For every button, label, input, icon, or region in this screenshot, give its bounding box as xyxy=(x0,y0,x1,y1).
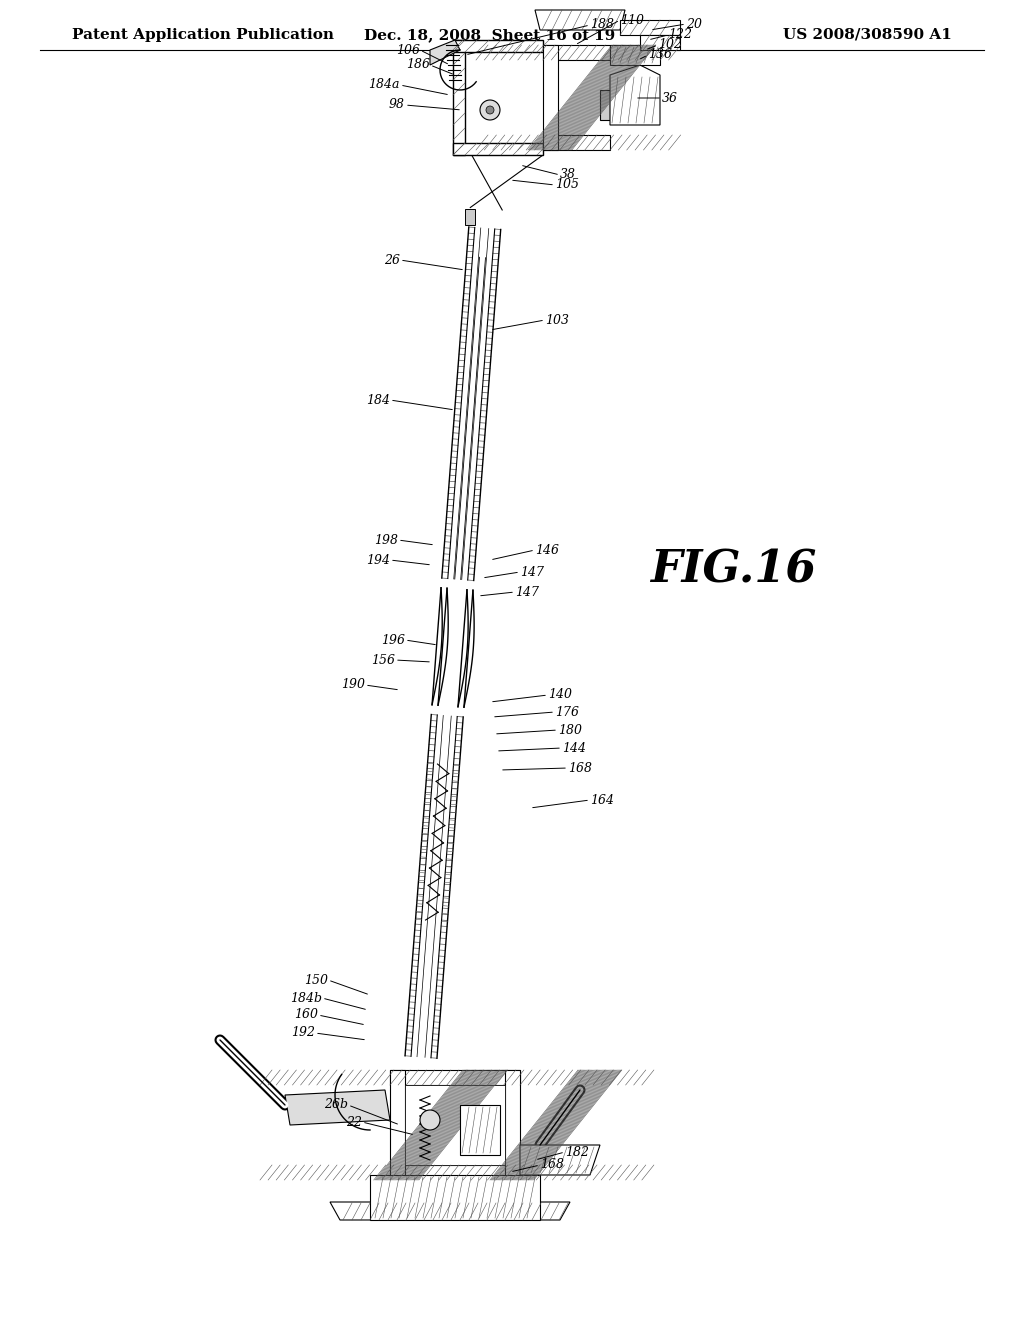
Polygon shape xyxy=(640,36,680,50)
Text: 122: 122 xyxy=(668,29,692,41)
Text: 144: 144 xyxy=(562,742,586,755)
Text: 190: 190 xyxy=(341,678,365,692)
Circle shape xyxy=(480,100,500,120)
Circle shape xyxy=(420,1110,440,1130)
Text: Dec. 18, 2008  Sheet 16 of 19: Dec. 18, 2008 Sheet 16 of 19 xyxy=(365,28,615,42)
Polygon shape xyxy=(543,45,558,150)
Text: 184b: 184b xyxy=(290,991,322,1005)
Polygon shape xyxy=(465,210,474,226)
Text: FIG.16: FIG.16 xyxy=(650,549,816,591)
Text: 180: 180 xyxy=(558,723,582,737)
Text: 102: 102 xyxy=(658,38,682,51)
Text: 168: 168 xyxy=(568,762,592,775)
Text: 147: 147 xyxy=(520,565,544,578)
Text: 192: 192 xyxy=(291,1027,315,1040)
Text: 176: 176 xyxy=(555,705,579,718)
Text: 103: 103 xyxy=(545,314,569,326)
Text: 194: 194 xyxy=(366,553,390,566)
Text: 140: 140 xyxy=(548,689,572,701)
Text: 196: 196 xyxy=(381,634,406,647)
Polygon shape xyxy=(520,1144,600,1175)
Text: 146: 146 xyxy=(535,544,559,557)
Text: 188: 188 xyxy=(590,18,614,32)
Polygon shape xyxy=(390,1166,520,1180)
Polygon shape xyxy=(411,715,458,1057)
Polygon shape xyxy=(447,227,495,579)
Polygon shape xyxy=(453,143,543,154)
Polygon shape xyxy=(285,1090,390,1125)
Polygon shape xyxy=(370,1175,540,1220)
Polygon shape xyxy=(406,1085,505,1166)
Polygon shape xyxy=(543,45,610,59)
Polygon shape xyxy=(460,1105,500,1155)
Text: 20: 20 xyxy=(686,17,702,30)
Text: 184: 184 xyxy=(366,393,390,407)
Text: 38: 38 xyxy=(560,169,575,181)
Text: 22: 22 xyxy=(346,1115,362,1129)
Text: 147: 147 xyxy=(515,586,539,598)
Circle shape xyxy=(486,106,494,114)
Text: 26b: 26b xyxy=(324,1098,348,1111)
Text: 164: 164 xyxy=(590,793,614,807)
Polygon shape xyxy=(505,1071,520,1180)
Polygon shape xyxy=(610,45,660,65)
Polygon shape xyxy=(543,135,610,150)
Text: 26: 26 xyxy=(384,253,400,267)
Text: 106: 106 xyxy=(396,44,420,57)
Polygon shape xyxy=(453,40,465,154)
Text: 186: 186 xyxy=(406,58,430,71)
Polygon shape xyxy=(390,1071,406,1180)
Polygon shape xyxy=(453,40,543,51)
Text: 184a: 184a xyxy=(369,78,400,91)
Polygon shape xyxy=(430,40,460,65)
Text: 182: 182 xyxy=(565,1146,589,1159)
Text: Patent Application Publication: Patent Application Publication xyxy=(72,28,334,42)
Text: 150: 150 xyxy=(304,974,328,986)
Polygon shape xyxy=(390,1071,520,1085)
Text: US 2008/308590 A1: US 2008/308590 A1 xyxy=(783,28,952,42)
Text: 160: 160 xyxy=(294,1008,318,1022)
Polygon shape xyxy=(330,1203,570,1220)
Text: 156: 156 xyxy=(371,653,395,667)
Text: 136: 136 xyxy=(648,49,672,62)
Text: 98: 98 xyxy=(389,99,406,111)
Text: 198: 198 xyxy=(374,533,398,546)
Polygon shape xyxy=(620,20,680,36)
Polygon shape xyxy=(610,65,660,125)
Text: 36: 36 xyxy=(662,91,678,104)
Polygon shape xyxy=(600,90,630,120)
Text: 168: 168 xyxy=(540,1159,564,1172)
Text: 105: 105 xyxy=(555,178,579,191)
Text: 110: 110 xyxy=(620,13,644,26)
Polygon shape xyxy=(535,11,625,30)
